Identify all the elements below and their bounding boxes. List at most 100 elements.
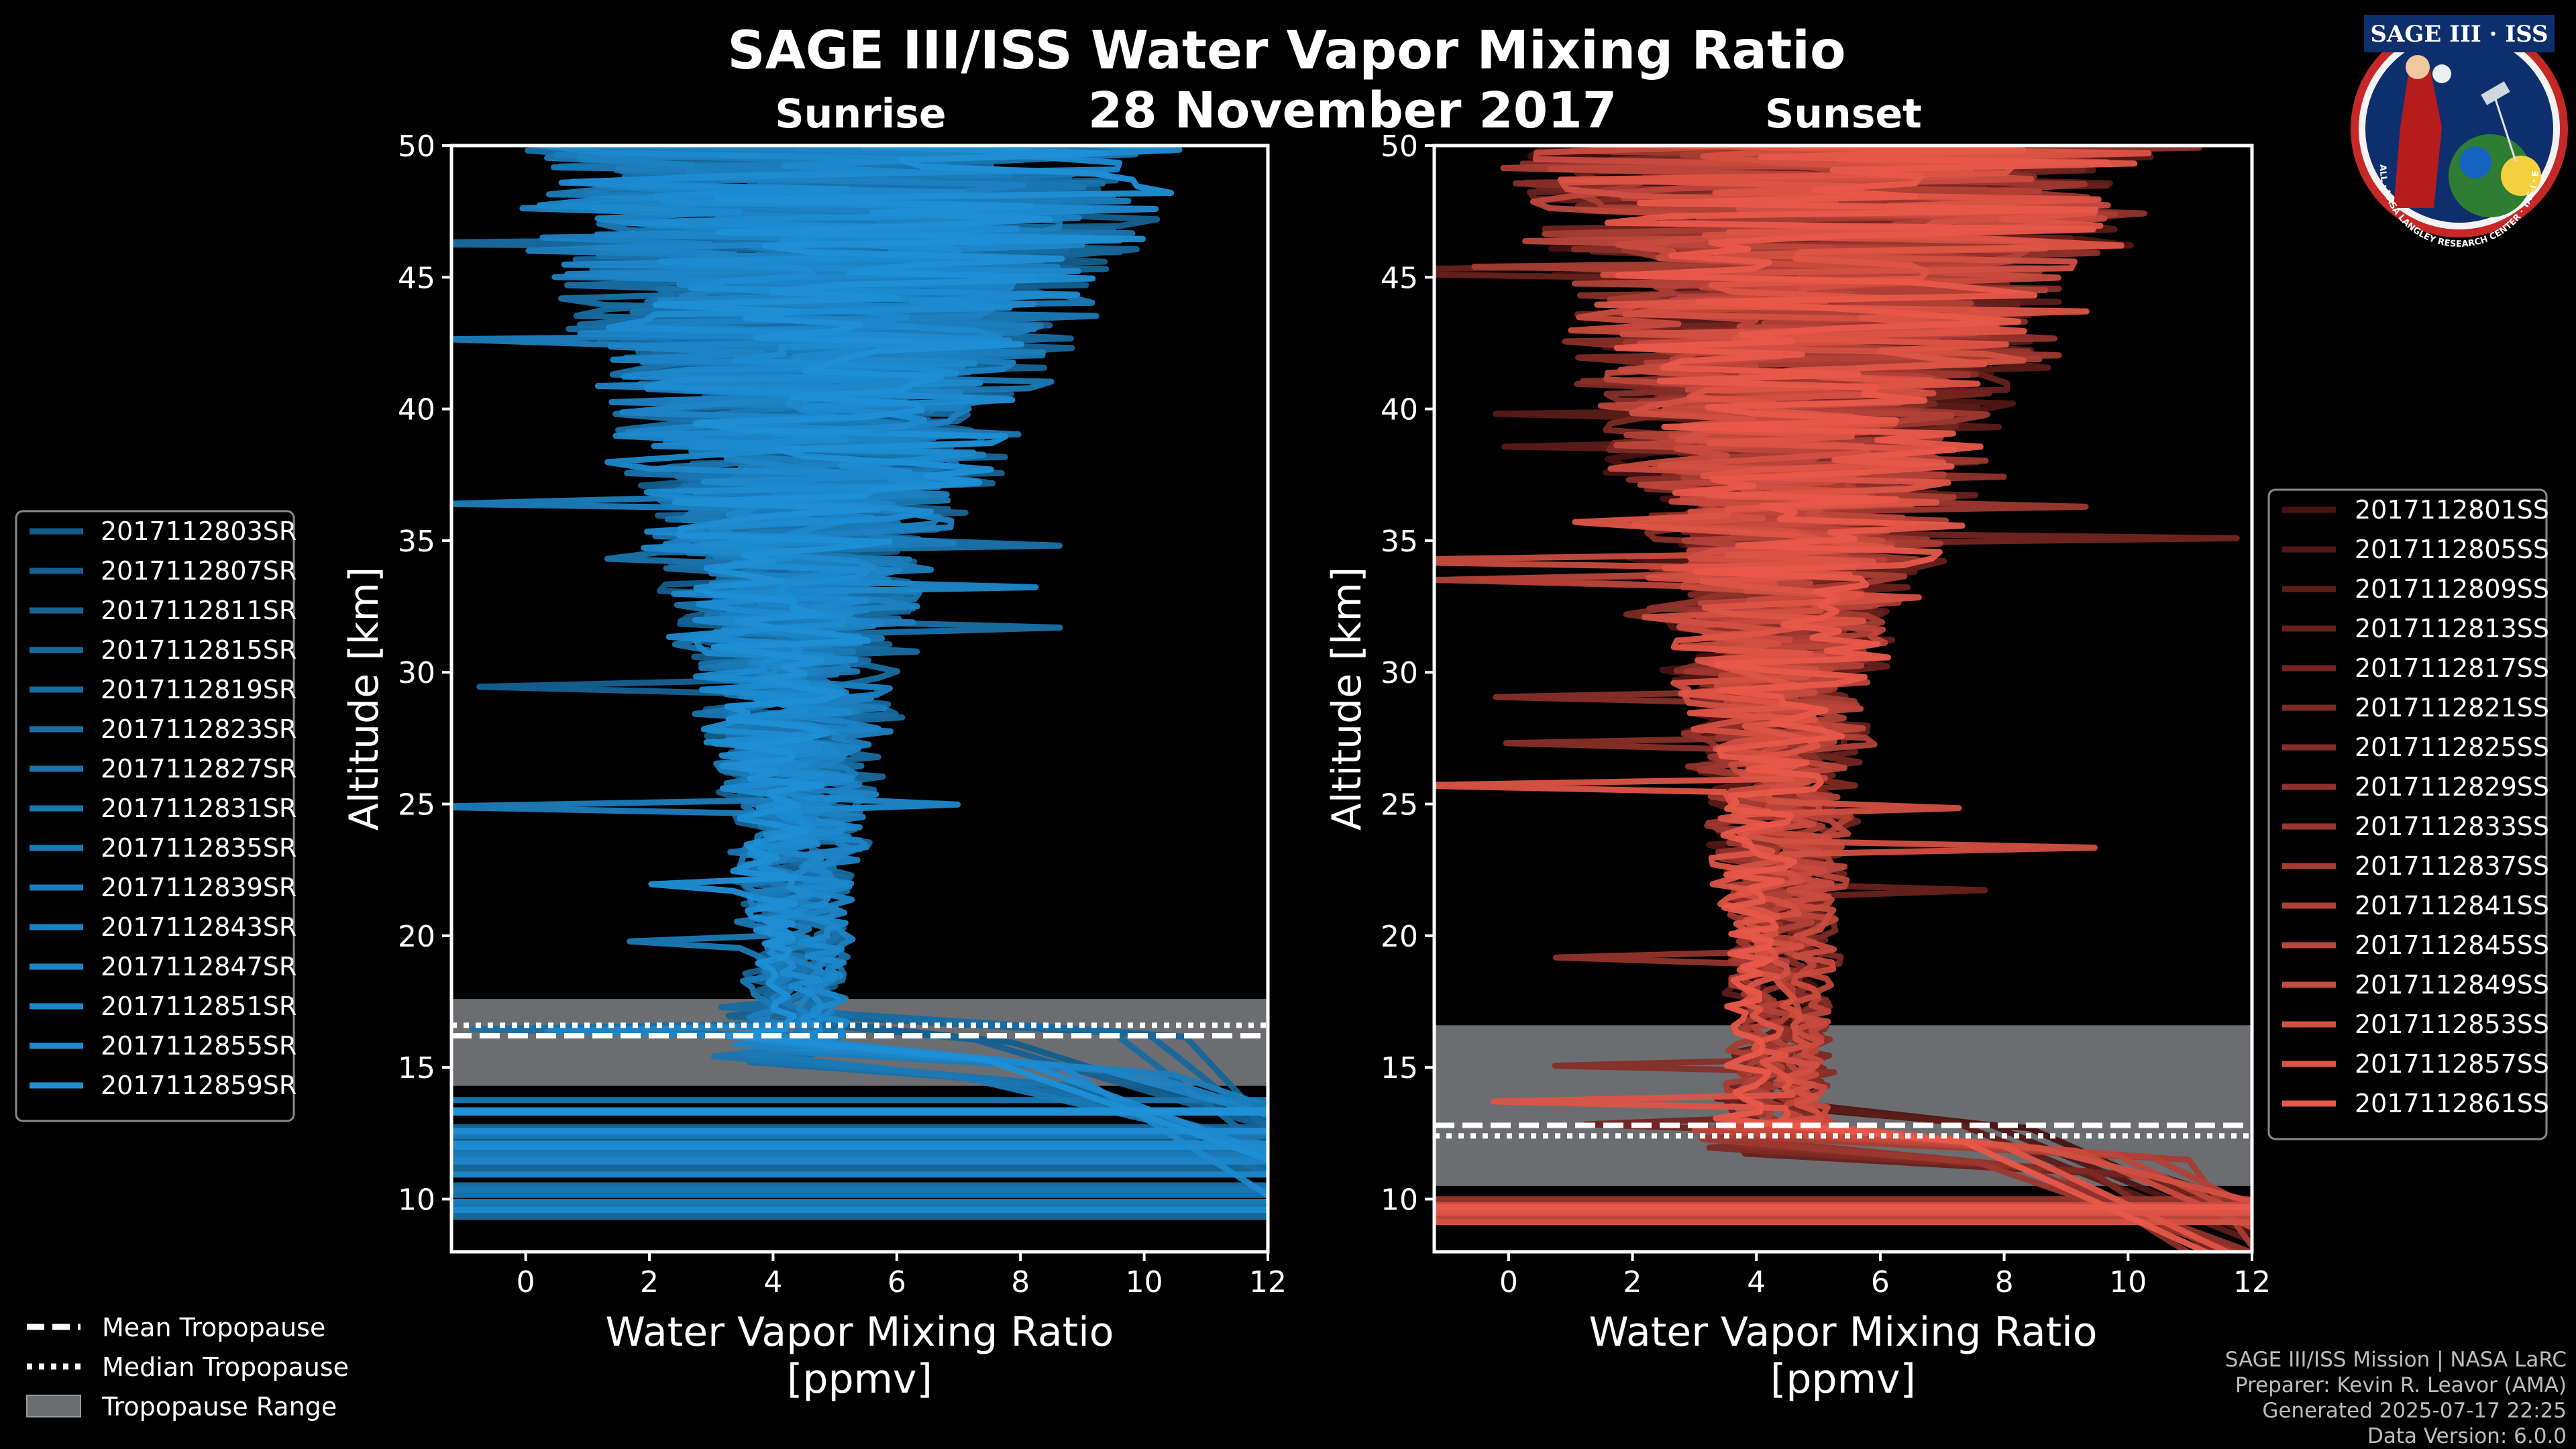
legend-label-2017112861SS: 2017112861SS: [2355, 1089, 2549, 1118]
x-tick-label: 8: [1995, 1265, 2014, 1299]
legend-label-2017112833SS: 2017112833SS: [2355, 812, 2549, 841]
profile-line-2017112849SS: [1434, 146, 2252, 1231]
legend-label-2017112803SR: 2017112803SR: [101, 517, 297, 546]
tropopause-range-swatch: [26, 1395, 81, 1417]
legend-label-2017112811SR: 2017112811SR: [101, 596, 297, 625]
legend-label-2017112831SR: 2017112831SR: [101, 794, 297, 823]
figure-title: SAGE III/ISS Water Vapor Mixing Ratio: [727, 21, 1845, 81]
logo-banner: [2364, 15, 2555, 52]
sunrise-panel: 0 2 4 6 8 10 12 10 15 20 25 30 35 40 45 50 Water Vapor M…: [341, 129, 1287, 1403]
figure-date: 28 November 2017: [1088, 82, 1617, 140]
x-tick-label: 6: [1871, 1265, 1890, 1299]
legend-label-2017112813SS: 2017112813SS: [2355, 614, 2549, 643]
tropopause-legend: Mean Tropopause Median Tropopause Tropop…: [26, 1313, 349, 1421]
y-tick-label: 45: [1381, 261, 1418, 295]
x-tick-label: 10: [2109, 1265, 2147, 1299]
mean-tropopause-label: Mean Tropopause: [102, 1313, 325, 1342]
profile-line-2017112861SS: [1535, 146, 2213, 1252]
legend-label-2017112857SS: 2017112857SS: [2355, 1049, 2549, 1079]
x-tick-label: 4: [1747, 1265, 1766, 1299]
legend-label-2017112837SS: 2017112837SS: [2355, 851, 2549, 881]
legend-label-2017112829SS: 2017112829SS: [2355, 772, 2549, 802]
legend-label-2017112839SR: 2017112839SR: [101, 873, 297, 902]
legend-label-2017112827SR: 2017112827SR: [101, 754, 297, 784]
credit-version: Data Version: 6.0.0: [2367, 1424, 2567, 1448]
profile-line-2017112859SR: [648, 146, 1268, 1163]
legend-label-2017112855SR: 2017112855SR: [101, 1031, 297, 1061]
x-tick-label: 10: [1126, 1265, 1163, 1299]
logo-satellite-icon: [2481, 81, 2510, 105]
x-axis-unit: [ppmv]: [1770, 1356, 1916, 1403]
legend-label-2017112821SS: 2017112821SS: [2355, 693, 2549, 722]
sunset-label: Sunset: [1765, 91, 1922, 138]
y-tick-label: 40: [1381, 393, 1418, 427]
x-tick-label: 0: [1499, 1265, 1518, 1299]
sunrise-label: Sunrise: [775, 91, 946, 138]
y-tick-label: 25: [1381, 788, 1418, 822]
legend-label-2017112849SS: 2017112849SS: [2355, 970, 2549, 1000]
x-tick-label: 2: [640, 1265, 659, 1299]
y-tick-label: 35: [1381, 525, 1418, 559]
axes-frame: [1432, 144, 2254, 1254]
y-tick-label: 25: [398, 788, 435, 822]
y-tick-label: 15: [1381, 1051, 1418, 1085]
legend-box: [15, 510, 295, 1122]
y-tick-label: 15: [398, 1051, 435, 1085]
legend-label-2017112819SR: 2017112819SR: [101, 675, 297, 704]
median-tropopause-label: Median Tropopause: [102, 1352, 349, 1382]
sunset-panel: 0 2 4 6 8 10 12 10 15 20 25 30 35 40 45 50 Water Vapor M…: [1324, 129, 2271, 1403]
y-tick-label: 20: [1381, 920, 1418, 954]
x-axis-unit: [ppmv]: [787, 1356, 932, 1403]
y-axis-label: Altitude [km]: [1324, 567, 1371, 831]
logo-figure-icon: [2394, 67, 2442, 208]
x-tick-label: 6: [888, 1265, 906, 1299]
y-tick-label: 45: [398, 261, 435, 295]
y-tick-label: 50: [1381, 129, 1418, 164]
credit-generated: Generated 2025-07-17 22:25: [2262, 1399, 2567, 1423]
legend-label-2017112817SS: 2017112817SS: [2355, 653, 2549, 683]
legend-label-2017112835SR: 2017112835SR: [101, 833, 297, 863]
x-tick-label: 8: [1011, 1265, 1030, 1299]
credit-preparer: Preparer: Kevin R. Leavor (AMA): [2235, 1373, 2567, 1397]
legend-label-2017112809SS: 2017112809SS: [2355, 574, 2549, 604]
x-tick-label: 4: [763, 1265, 782, 1299]
y-tick-label: 10: [398, 1183, 435, 1217]
x-tick-label: 12: [2233, 1265, 2271, 1299]
y-tick-label: 50: [398, 129, 435, 164]
legend-label-2017112841SS: 2017112841SS: [2355, 891, 2549, 920]
legend-label-2017112825SS: 2017112825SS: [2355, 733, 2549, 762]
legend-label-2017112815SR: 2017112815SR: [101, 635, 297, 665]
y-tick-label: 35: [398, 525, 435, 559]
y-tick-label: 10: [1381, 1183, 1418, 1217]
sunset-legend: 2017112801SS 2017112805SS 2017112809SS 2017…: [2267, 488, 2549, 1140]
sunrise-legend: 2017112803SR 2017112807SR 2017112811SR 2017…: [15, 510, 297, 1122]
tropopause-range-label: Tropopause Range: [101, 1392, 337, 1421]
axes-frame: [449, 144, 1270, 1254]
credit-mission: SAGE III/ISS Mission | NASA LaRC: [2225, 1348, 2567, 1372]
legend-label-2017112853SS: 2017112853SS: [2355, 1010, 2549, 1039]
legend-label-2017112847SR: 2017112847SR: [101, 952, 297, 981]
legend-label-2017112801SS: 2017112801SS: [2355, 495, 2549, 525]
legend-label-2017112851SR: 2017112851SR: [101, 991, 297, 1021]
legend-label-2017112807SR: 2017112807SR: [101, 556, 297, 586]
x-axis-label: Water Vapor Mixing Ratio: [1589, 1309, 2098, 1356]
x-tick-label: 2: [1623, 1265, 1642, 1299]
legend-label-2017112823SR: 2017112823SR: [101, 714, 297, 744]
y-tick-label: 40: [398, 393, 435, 427]
legend-label-2017112843SR: 2017112843SR: [101, 912, 297, 942]
legend-label-2017112805SS: 2017112805SS: [2355, 535, 2549, 564]
y-tick-label: 30: [398, 656, 435, 690]
x-tick-label: 12: [1249, 1265, 1287, 1299]
logo-sun: [2501, 156, 2541, 196]
profile-line-2017112857SS: [1434, 146, 2234, 1252]
legend-label-2017112859SR: 2017112859SR: [101, 1071, 297, 1100]
x-tick-label: 0: [517, 1265, 535, 1299]
legend-label-2017112845SS: 2017112845SS: [2355, 930, 2549, 960]
y-tick-label: 30: [1381, 656, 1418, 690]
logo-moon: [2432, 64, 2451, 83]
y-axis-label: Altitude [km]: [341, 567, 388, 831]
logo-title: SAGE III · ISS: [2370, 21, 2548, 48]
x-axis-label: Water Vapor Mixing Ratio: [606, 1309, 1114, 1356]
y-tick-label: 20: [398, 920, 435, 954]
